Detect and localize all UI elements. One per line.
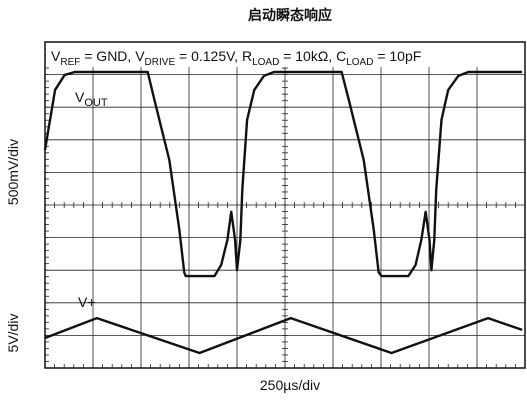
trace-label-main: V [75, 89, 85, 105]
condition-subscript: DRIVE [145, 57, 176, 68]
conditions: VREF = GND, VDRIVE = 0.125V, RLOAD = 10k… [51, 48, 421, 68]
condition-value: = 10pF [373, 48, 421, 64]
condition-symbol: V [51, 48, 61, 64]
condition-subscript: LOAD [252, 57, 279, 68]
chart-title: 启动瞬态响应 [248, 7, 332, 23]
condition-symbol: C [336, 48, 346, 64]
trace-label: V+ [78, 294, 96, 310]
y-axis-label: 500mV/div [5, 139, 21, 205]
condition-subscript: LOAD [346, 57, 373, 68]
condition-value: = 0.125V, [175, 48, 242, 64]
x-axis-label: 250µs/div [260, 377, 320, 393]
condition-symbol: V [135, 48, 145, 64]
y-axis-label: 5V/div [5, 314, 21, 353]
trace-label-main: V+ [78, 294, 96, 310]
condition-symbol: R [242, 48, 252, 64]
condition-subscript: REF [60, 57, 80, 68]
trace-label-subscript: OUT [84, 97, 108, 109]
trace [43, 70, 523, 278]
condition-value: = 10kΩ, [279, 48, 336, 64]
plot-frame [44, 41, 526, 369]
conditions-box [46, 43, 524, 67]
trace-label: VOUT [75, 89, 108, 109]
condition-value: = GND, [80, 48, 135, 64]
trace [44, 316, 523, 355]
